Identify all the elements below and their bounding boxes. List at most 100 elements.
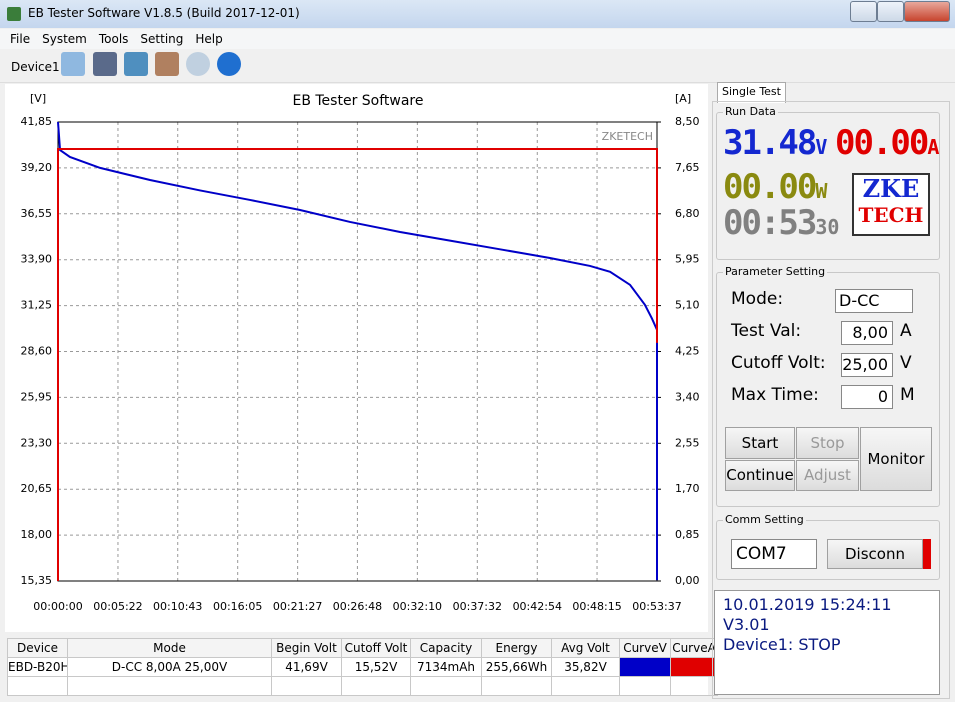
minimize-button[interactable] [850, 1, 877, 22]
header-cell: Capacity [410, 638, 482, 658]
parameter-input[interactable]: 8,00 [841, 321, 893, 345]
x-tick-label: 00:32:10 [393, 600, 442, 613]
port-select[interactable]: COM7 [731, 539, 817, 569]
time: 00:53 [723, 203, 817, 243]
unit: W [815, 179, 828, 203]
action-button[interactable]: Continue [725, 460, 795, 491]
group-title: Run Data [723, 105, 778, 118]
parameter-input[interactable]: D-CC [835, 289, 913, 313]
empty-cell [410, 676, 482, 696]
parameter-label: Test Val: [731, 321, 802, 341]
x-tick-label: 00:26:48 [333, 600, 382, 613]
seconds: 30 [815, 215, 840, 239]
disconnect-button[interactable]: Disconn [827, 539, 923, 569]
action-button[interactable]: Monitor [860, 427, 932, 491]
menu-bar: File System Tools Setting Help [0, 29, 955, 49]
y2-tick-label: 6,80 [675, 207, 700, 220]
tools-button[interactable] [155, 52, 179, 76]
save-button[interactable] [93, 52, 117, 76]
header-cell: CurveA [670, 638, 718, 658]
app-icon [7, 7, 21, 21]
y-tick-label: 31,25 [21, 299, 53, 312]
header-row: Device Mode Begin Volt Cutoff Volt Capacity E… [7, 638, 718, 658]
status-line: Device1: STOP [723, 635, 841, 654]
x-tick-label: 00:37:32 [453, 600, 502, 613]
action-button[interactable]: Stop [796, 427, 859, 459]
menu-item[interactable]: System [42, 32, 87, 46]
header-cell: Device [7, 638, 68, 658]
title-bar: EB Tester Software V1.8.5 (Build 2017-12… [0, 0, 955, 28]
y-tick-label: 23,30 [21, 436, 53, 449]
menu-item[interactable]: Help [195, 32, 223, 46]
action-button[interactable]: Start [725, 427, 795, 459]
results-table-area: Device Mode Begin Volt Cutoff Volt Capacity E… [7, 638, 718, 696]
tab[interactable]: Single Test [717, 82, 786, 103]
parameter-input[interactable]: 0 [841, 385, 893, 409]
image-button[interactable] [124, 52, 148, 76]
logo-top: ZKE [862, 174, 920, 203]
window-title: EB Tester Software V1.8.5 (Build 2017-12… [28, 6, 300, 20]
parameter-group: Parameter Setting Mode: D-CC Test Val: 8,00… [716, 265, 940, 507]
time-display: 00:5330 [723, 205, 839, 245]
y-tick-label: 33,90 [21, 253, 53, 266]
data-cell: 255,66Wh [481, 657, 552, 677]
curve-color-cell [619, 657, 671, 677]
x-tick-label: 00:00:00 [33, 600, 82, 613]
parameter-label: Mode: [731, 289, 784, 309]
y-tick-label: 41,85 [21, 115, 53, 128]
panel [712, 101, 950, 699]
current-display: 00.00A [835, 125, 939, 165]
menu-item[interactable]: Tools [98, 32, 129, 46]
y2-tick-label: 1,70 [675, 482, 700, 495]
y2-axis-label: [A] [675, 92, 691, 105]
empty-cell [551, 676, 620, 696]
x-tick-label: 00:05:22 [93, 600, 142, 613]
group-title: Parameter Setting [723, 265, 828, 278]
empty-row [7, 676, 718, 696]
open-button[interactable] [61, 52, 85, 76]
data-cell: 15,52V [341, 657, 411, 677]
y2-tick-label: 5,95 [675, 253, 700, 266]
parameter-label: Max Time: [731, 385, 819, 405]
header-cell: Mode [67, 638, 272, 658]
info-button[interactable] [217, 52, 241, 76]
close-button[interactable] [904, 1, 950, 22]
parameter-unit: A [900, 321, 912, 341]
curve-color-cell [670, 657, 718, 677]
menu-item[interactable]: File [10, 32, 31, 46]
header-cell: CurveV [619, 638, 671, 658]
watermark: ZKETECH [602, 130, 653, 143]
logo-bottom: TECH [858, 203, 924, 227]
search-button[interactable] [186, 52, 210, 76]
toolbar: Device1 [0, 50, 955, 83]
x-tick-label: 00:10:43 [153, 600, 202, 613]
power: 00.00 [723, 167, 817, 207]
data-cell: 7134mAh [410, 657, 482, 677]
empty-cell [481, 676, 552, 696]
device-label: Device1 [11, 60, 60, 74]
y-tick-label: 28,60 [21, 345, 53, 358]
current: 00.00 [835, 123, 929, 163]
action-button[interactable]: Adjust [796, 460, 859, 491]
parameter-input[interactable]: 25,00 [841, 353, 893, 377]
y-tick-label: 15,35 [21, 574, 53, 587]
unit: V [815, 135, 828, 159]
x-tick-label: 00:42:54 [513, 600, 562, 613]
empty-cell [67, 676, 272, 696]
results-table: Device Mode Begin Volt Cutoff Volt Capacity E… [7, 638, 718, 696]
logo: ZKE TECH [852, 173, 930, 236]
x-tick-label: 00:21:27 [273, 600, 322, 613]
parameter-label: Cutoff Volt: [731, 353, 826, 373]
power-display: 00.00W [723, 169, 827, 209]
data-cell: 41,69V [271, 657, 342, 677]
maximize-button[interactable] [877, 1, 904, 22]
y-axis-label: [V] [30, 92, 46, 105]
y2-tick-label: 0,00 [675, 574, 700, 587]
menu-item[interactable]: Setting [140, 32, 184, 46]
chart-title: EB Tester Software [292, 93, 423, 109]
parameter-unit: M [900, 385, 915, 405]
data-cell: 35,82V [551, 657, 620, 677]
status-box: 10.01.2019 15:24:11 V3.01 Device1: STOP [714, 590, 940, 695]
y-tick-label: 20,65 [21, 482, 53, 495]
